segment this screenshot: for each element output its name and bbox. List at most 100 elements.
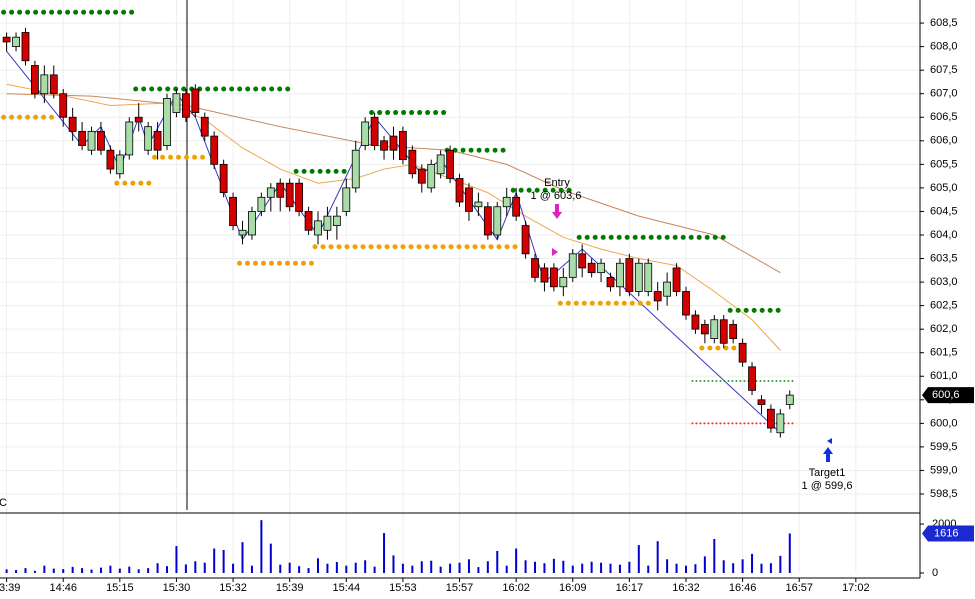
volume-bar (732, 563, 735, 573)
volume-bar (788, 533, 791, 573)
x-tick-label: 16:09 (559, 582, 587, 594)
y-tick-label: 603,5 (930, 252, 958, 264)
candle-body (191, 88, 200, 113)
candle-body (587, 262, 596, 274)
volume-bar (590, 561, 593, 573)
volume-bar (600, 562, 603, 573)
x-tick-label: 16:02 (502, 582, 530, 594)
volume-bar (392, 555, 395, 573)
candle-body (380, 140, 388, 151)
candle-body (606, 276, 615, 288)
candle-body (2, 36, 11, 43)
volume-bar (713, 538, 716, 573)
grid (0, 0, 924, 582)
candle-body (597, 262, 605, 274)
volume-bar (307, 568, 310, 573)
volume-bar (703, 556, 706, 573)
volume-bar (175, 546, 178, 573)
entry-label: Entry (544, 177, 570, 189)
volume-bar (5, 569, 8, 573)
y-tick-label: 598,5 (930, 488, 958, 500)
y-tick-label: 608,5 (930, 17, 958, 29)
candle-body (465, 187, 473, 212)
candle-body (87, 130, 96, 151)
volume-bar (524, 560, 527, 573)
volume-bar (552, 558, 555, 573)
entry-marker (552, 248, 558, 256)
candle-body (229, 196, 237, 226)
candle-body (719, 319, 728, 344)
volume-bar (364, 560, 367, 573)
x-tick-label: 15:32 (219, 582, 247, 594)
candle-body (285, 182, 294, 208)
volume-bar (194, 561, 197, 573)
y-tick-label: 605,5 (930, 158, 958, 170)
y-tick-label: 599,0 (930, 464, 958, 476)
candle-body (540, 267, 549, 283)
volume-bar (279, 564, 282, 573)
candle-body (446, 149, 454, 179)
y-tick-label: 605,0 (930, 182, 958, 194)
candle-body (351, 149, 360, 189)
volume-bar (354, 562, 357, 573)
candle-body (493, 206, 502, 236)
candle-body (408, 149, 417, 175)
candle-body (700, 324, 709, 335)
candle-body (521, 225, 530, 255)
candle-body (219, 163, 228, 194)
volume-bar (618, 564, 621, 573)
candle-body (266, 187, 275, 198)
candle-body (691, 314, 700, 330)
candle-body (332, 215, 341, 226)
x-tick-label: 14:46 (49, 582, 77, 594)
volume-bar (213, 548, 216, 573)
candle-body (436, 154, 445, 175)
candle-body (49, 74, 58, 95)
y-tick-label: 600,0 (930, 417, 958, 429)
candle-body (710, 319, 719, 339)
candle-body (314, 220, 322, 236)
candle-body (672, 267, 681, 292)
volume-bar (656, 541, 659, 573)
candle-body (776, 413, 785, 434)
volume-bar (751, 553, 754, 573)
price-badge-label: 600,6 (932, 389, 960, 401)
volume-bar (345, 565, 348, 573)
volume-bar (534, 561, 537, 573)
volume-bar (467, 559, 470, 573)
candle-body (738, 342, 747, 363)
volume-bar (156, 563, 159, 573)
plot (1, 9, 794, 573)
volume-bar (90, 569, 93, 573)
volume-bar (581, 563, 584, 573)
volume-bar (449, 563, 452, 573)
candle-body (370, 116, 379, 146)
corner-label: C (0, 497, 7, 509)
volume-bar (647, 565, 650, 573)
x-tick-label: 15:15 (106, 582, 134, 594)
volume-bar (62, 569, 65, 573)
volume-bar (505, 565, 508, 573)
volume-bar (326, 563, 329, 573)
volume-bar (401, 563, 404, 573)
volume-bar (24, 568, 27, 573)
candle-body (767, 408, 775, 429)
x-tick-label: 16:32 (672, 582, 700, 594)
candle-body (531, 258, 539, 278)
candle-body (549, 267, 558, 288)
y2-tick-label: 0 (932, 567, 938, 579)
volume-bar (222, 549, 225, 573)
candle-body (134, 116, 143, 123)
candle-body (304, 211, 313, 231)
volume-badge (922, 525, 974, 542)
candle-body (106, 149, 115, 170)
candle-body (389, 135, 398, 151)
entry-detail: 1 @ 603,6 (531, 190, 582, 202)
candle-body (210, 135, 219, 165)
candle-body (238, 229, 247, 236)
volume-bar (637, 545, 640, 573)
candle-body (399, 130, 407, 161)
volume-bar (609, 563, 612, 573)
